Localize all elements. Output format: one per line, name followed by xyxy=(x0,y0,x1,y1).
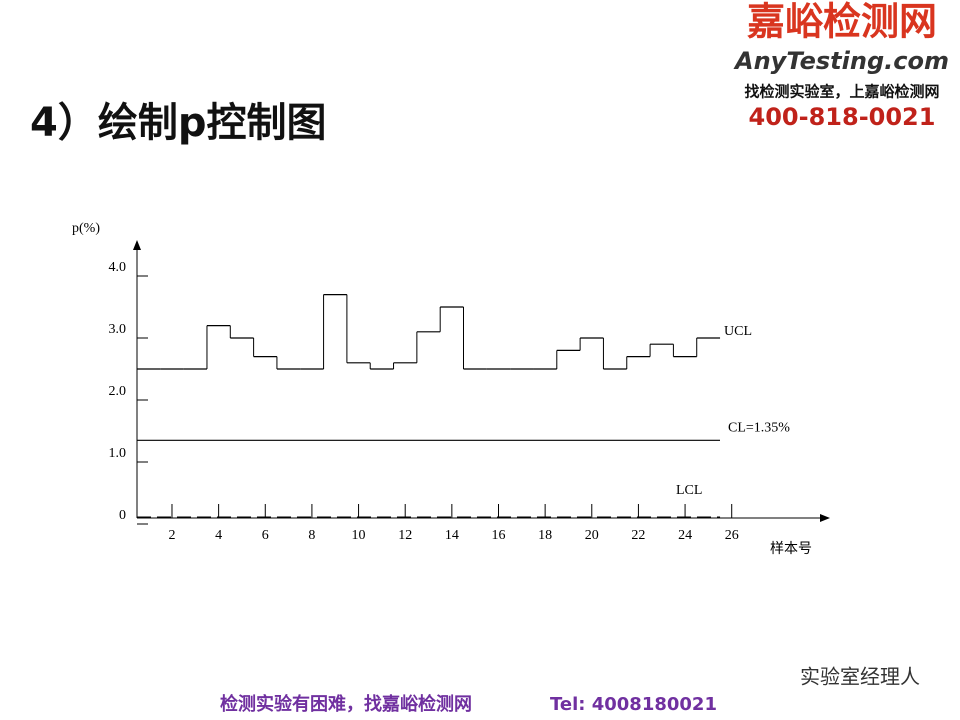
x-tick-label: 22 xyxy=(631,528,645,543)
ucl-label: UCL xyxy=(724,324,752,339)
x-tick-label: 26 xyxy=(725,528,739,543)
logo-site: AnyTesting.com xyxy=(733,47,949,75)
y-tick-label: 1.0 xyxy=(109,446,127,461)
x-tick-label: 18 xyxy=(538,528,552,543)
x-tick-label: 20 xyxy=(585,528,599,543)
x-tick-label: 6 xyxy=(262,528,269,543)
footer-tel: Tel: 4008180021 xyxy=(550,694,717,715)
footer-text: 检测实验有困难，找嘉峪检测网 xyxy=(220,693,472,715)
logo-slogan: 找检测实验室，上嘉峪检测网 xyxy=(744,83,939,101)
logo-phone: 400-818-0021 xyxy=(749,103,936,131)
x-tick-label: 24 xyxy=(678,528,692,543)
x-tick-label: 12 xyxy=(398,528,412,543)
x-tick-label: 8 xyxy=(308,528,315,543)
x-tick-label: 4 xyxy=(215,528,222,543)
x-tick-label: 16 xyxy=(491,528,505,543)
slide-title: 4）绘制p控制图 xyxy=(30,100,326,146)
x-axis-label: 样本号 xyxy=(770,541,812,557)
y-tick-label: 4.0 xyxy=(109,260,127,275)
y-tick-label: 0 xyxy=(119,508,126,523)
lcl-label: LCL xyxy=(676,483,702,498)
x-arrow xyxy=(820,514,830,522)
logo-name: 嘉峪检测网 xyxy=(747,0,937,44)
x-tick-label: 10 xyxy=(352,528,366,543)
y-axis-label: p(%) xyxy=(72,221,100,236)
y-tick-label: 3.0 xyxy=(109,322,127,337)
cl-label: CL=1.35% xyxy=(728,421,790,436)
x-tick-label: 14 xyxy=(445,528,459,543)
watermark: 实验室经理人 xyxy=(800,665,920,689)
y-arrow xyxy=(133,240,141,250)
x-tick-label: 2 xyxy=(168,528,175,543)
y-tick-label: 2.0 xyxy=(109,384,127,399)
